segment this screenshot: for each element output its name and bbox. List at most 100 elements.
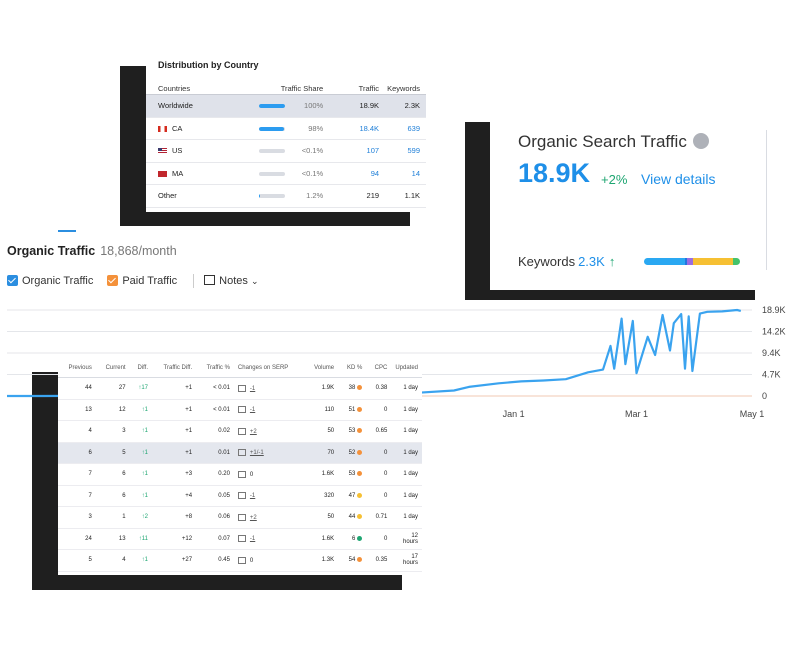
serp-icon[interactable]: [237, 406, 246, 414]
serp-icon[interactable]: [237, 535, 246, 543]
serp-icon[interactable]: [237, 556, 246, 564]
traffic-cell[interactable]: 94: [327, 162, 384, 185]
table-row[interactable]: 5 4 ↑1 +27 0.45 0 1.3K 54 0.35 17 hours: [58, 549, 422, 572]
serp-icon[interactable]: [237, 492, 246, 500]
serp-changes-cell[interactable]: -1: [233, 485, 305, 507]
info-icon[interactable]: [692, 133, 709, 149]
traffic-cell[interactable]: 107: [327, 139, 384, 163]
current-cell: 1: [95, 506, 130, 529]
serp-icon[interactable]: [237, 470, 246, 478]
keywords-distribution-segment: [733, 258, 740, 265]
distribution-row[interactable]: MA <0.1% 94 14: [146, 162, 426, 185]
keywords-table-header-5[interactable]: Changes on SERP: [233, 359, 305, 378]
serp-changes-cell[interactable]: -1: [233, 399, 305, 421]
serp-change-value[interactable]: +1/-1: [249, 450, 264, 457]
kd-value: 47: [348, 492, 356, 499]
keywords-table-header-9[interactable]: Updated: [391, 359, 422, 378]
keywords-table-header-0[interactable]: Previous: [58, 359, 96, 378]
serp-icon[interactable]: [237, 449, 246, 457]
keywords-distribution-segment: [692, 258, 734, 265]
keywords-table-header-7[interactable]: KD %: [338, 359, 367, 378]
share-percent: 1.2%: [306, 191, 324, 201]
traffic-diff-cell: +4: [152, 485, 197, 507]
distribution-row[interactable]: US <0.1% 107 599: [146, 139, 426, 163]
kd-cell: 47: [338, 485, 367, 507]
serp-change-value[interactable]: -1: [249, 407, 256, 414]
notes-button[interactable]: Notes ⌄: [204, 275, 259, 287]
table-row[interactable]: 13 12 ↑1 +1 < 0.01 -1 110 51 0 1 day: [58, 399, 422, 421]
distribution-header-3[interactable]: Keywords: [383, 82, 426, 95]
serp-changes-cell[interactable]: -1: [233, 528, 305, 550]
distribution-header-0[interactable]: Countries: [146, 82, 247, 95]
volume-cell: 1.3K: [304, 549, 339, 572]
legend-organic-traffic[interactable]: Organic Traffic: [7, 275, 93, 287]
keywords-table-header-6[interactable]: Volume: [304, 359, 339, 378]
checkbox-paid-traffic[interactable]: [107, 275, 119, 286]
serp-icon[interactable]: [237, 384, 246, 392]
serp-change-value[interactable]: +2: [249, 428, 257, 435]
keywords-table-header-2[interactable]: Diff.: [129, 359, 152, 378]
keywords-table-header-4[interactable]: Traffic %: [196, 359, 234, 378]
legend-separator: [193, 274, 195, 288]
serp-changes-cell[interactable]: 0: [233, 549, 305, 572]
distribution-row[interactable]: Other 1.2% 219 1.1K: [146, 184, 426, 208]
volume-cell: 110: [304, 399, 339, 421]
kd-cell: 53: [338, 420, 367, 443]
keywords-value[interactable]: 2.3K: [578, 254, 605, 269]
distribution-header-1[interactable]: Traffic Share: [246, 82, 328, 95]
serp-changes-cell[interactable]: -1: [233, 377, 305, 400]
kd-value: 44: [348, 514, 356, 521]
serp-change-value[interactable]: +2: [249, 514, 257, 521]
traffic-diff-cell: +8: [152, 506, 197, 529]
traffic-cell[interactable]: 18.4K: [327, 117, 384, 140]
table-row[interactable]: 7 6 ↑1 +4 0.05 -1 320 47 0 1 day: [58, 485, 422, 507]
serp-change-value[interactable]: -1: [249, 536, 256, 543]
view-details-link[interactable]: View details: [641, 171, 716, 187]
previous-cell: 44: [58, 377, 96, 400]
diff-cell: ↑1: [129, 420, 152, 443]
cpc-cell: 0.71: [366, 506, 392, 529]
legend-paid-traffic[interactable]: Paid Traffic: [107, 275, 177, 287]
serp-icon[interactable]: [237, 513, 246, 521]
table-row[interactable]: 3 1 ↑2 +8 0.06 +2 50 44 0.71 1 day: [58, 506, 422, 529]
previous-cell: 7: [58, 463, 96, 486]
table-row[interactable]: 4 3 ↑1 +1 0.02 +2 50 53 0.65 1 day: [58, 420, 422, 443]
serp-change-value[interactable]: -1: [249, 385, 256, 392]
checkbox-organic-traffic[interactable]: [7, 275, 18, 286]
kd-cell: 51: [338, 399, 367, 421]
table-row[interactable]: 7 6 ↑1 +3 0.20 0 1.6K 53 0 1 day: [58, 463, 422, 486]
serp-change-value[interactable]: 0: [249, 557, 254, 564]
country-cell: Other: [146, 184, 247, 208]
diff-cell: ↑1: [129, 463, 152, 486]
serp-changes-cell[interactable]: 0: [233, 463, 305, 486]
table-row[interactable]: 6 5 ↑1 +1 0.01 +1/-1 70 52 0 1 day: [58, 442, 422, 464]
serp-changes-cell[interactable]: +1/-1: [233, 442, 305, 464]
keywords-cell[interactable]: 599: [383, 139, 426, 163]
serp-change-value[interactable]: -1: [249, 493, 256, 500]
share-bar-fill: [259, 104, 285, 109]
distribution-row[interactable]: CA 98% 18.4K 639: [146, 117, 426, 140]
table-row[interactable]: 44 27 ↑17 +1 < 0.01 -1 1.9K 38 0.38 1 day: [58, 377, 422, 400]
volume-cell: 50: [304, 420, 339, 443]
traffic-diff-cell: +3: [152, 463, 197, 486]
keywords-table-header-1[interactable]: Current: [95, 359, 130, 378]
table-row[interactable]: 24 13 ↑11 +12 0.07 -1 1.6K 6 0 12 hours: [58, 528, 422, 550]
kd-cell: 53: [338, 463, 367, 486]
serp-change-value[interactable]: 0: [249, 471, 254, 478]
keywords-cell[interactable]: 14: [383, 162, 426, 185]
volume-cell: 1.6K: [304, 528, 339, 550]
serp-icon[interactable]: [237, 427, 246, 435]
keywords-table-header-3[interactable]: Traffic Diff.: [152, 359, 197, 378]
distribution-header-2[interactable]: Traffic: [327, 82, 384, 95]
share-cell: 98%: [246, 117, 328, 140]
serp-changes-cell[interactable]: +2: [233, 506, 305, 529]
distribution-row[interactable]: Worldwide 100% 18.9K 2.3K: [146, 94, 426, 118]
serp-changes-cell[interactable]: +2: [233, 420, 305, 443]
kd-value: 51: [348, 406, 356, 413]
organic-traffic-series-line[interactable]: [7, 308, 742, 398]
share-cell: 100%: [246, 94, 328, 118]
previous-cell: 7: [58, 485, 96, 507]
updated-cell: 1 day: [391, 399, 422, 421]
keywords-table-header-8[interactable]: CPC: [366, 359, 392, 378]
keywords-cell[interactable]: 639: [383, 117, 426, 140]
